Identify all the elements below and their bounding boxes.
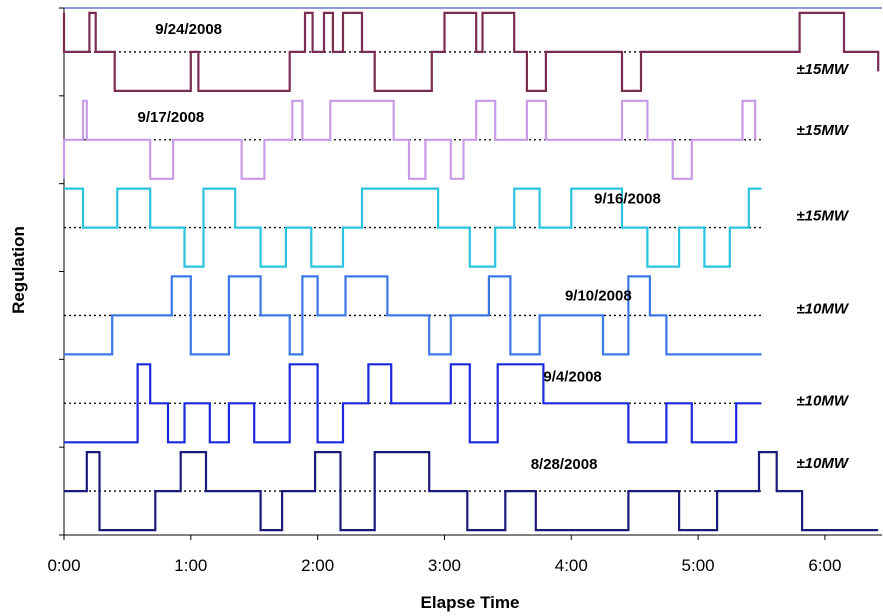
series-line-4 [64, 275, 762, 356]
series-line-5 [64, 363, 762, 444]
series-range-label: ±10MW [796, 392, 849, 409]
series-date-label: 8/28/2008 [531, 456, 598, 473]
x-tick-label: 2:00 [301, 556, 334, 575]
y-axis-title: Regulation [9, 226, 28, 314]
series-range-label: ±15MW [796, 61, 849, 78]
series-lines [62, 11, 880, 532]
x-tick-label: 1:00 [174, 556, 207, 575]
series-date-label: 9/16/2008 [594, 191, 661, 208]
x-tick-label: 4:00 [555, 556, 588, 575]
series-range-label: ±15MW [796, 208, 849, 225]
series-line-6 [64, 451, 879, 532]
series-line-2 [62, 99, 757, 180]
series-labels: 9/24/2008 ±15MW 9/17/2008 ±15MW 9/16/2008 ±15… [138, 21, 850, 473]
series-line-3 [64, 187, 762, 268]
x-tick-label: 0:00 [47, 556, 80, 575]
series-date-label: 9/4/2008 [543, 368, 601, 385]
x-tick-label: 5:00 [682, 556, 715, 575]
x-tick-label: 3:00 [428, 556, 461, 575]
series-date-label: 9/17/2008 [138, 109, 205, 126]
chart-frame [59, 7, 882, 536]
series-date-label: 9/24/2008 [155, 21, 222, 38]
series-line-1 [62, 11, 880, 93]
series-range-label: ±10MW [796, 455, 849, 472]
series-range-label: ±15MW [796, 122, 849, 139]
series-range-label: ±10MW [796, 300, 849, 317]
x-axis-title: Elapse Time [421, 593, 520, 612]
series-date-label: 9/10/2008 [565, 287, 632, 304]
x-tick-label: 6:00 [808, 556, 841, 575]
x-axis-ticks: 0:00 1:00 2:00 3:00 4:00 5:00 6:00 [47, 535, 841, 575]
